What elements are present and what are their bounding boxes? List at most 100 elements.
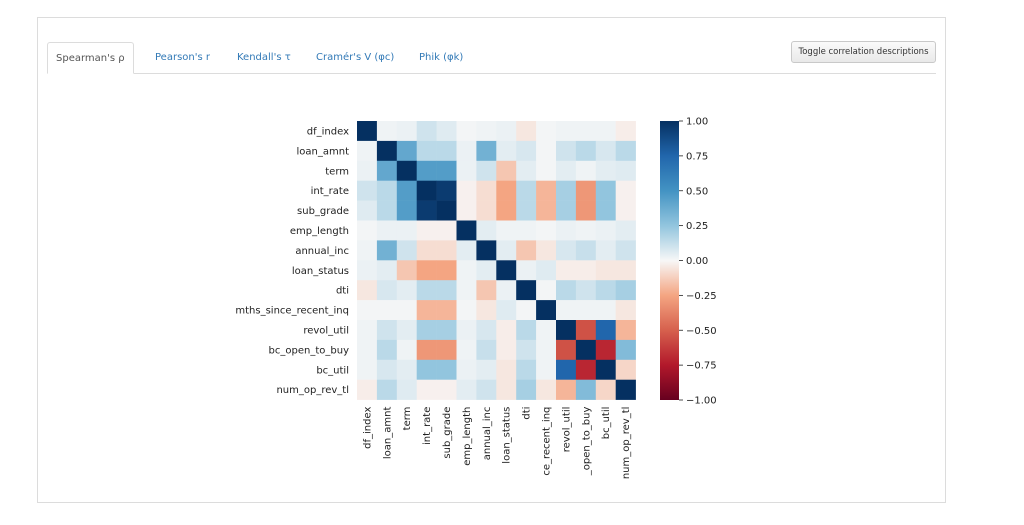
heatmap-cell <box>615 160 636 181</box>
heatmap-cell <box>615 220 636 241</box>
heatmap-cell <box>416 320 437 341</box>
heatmap-cell <box>357 260 378 281</box>
heatmap-cell <box>615 300 636 321</box>
heatmap-cell <box>536 300 557 321</box>
heatmap-cell <box>536 200 557 221</box>
heatmap-cell <box>456 300 477 321</box>
correlation-tabs: Spearman's ρ Pearson's r Kendall's τ Cra… <box>47 42 936 74</box>
tab-cramers-v[interactable]: Cramér's V (φc) <box>316 52 395 63</box>
colorbar <box>660 121 679 400</box>
heatmap-cell <box>536 280 557 301</box>
heatmap-cell <box>476 280 497 301</box>
heatmap-cell <box>556 200 577 221</box>
heatmap-cell <box>615 240 636 261</box>
heatmap-cell <box>416 160 437 181</box>
heatmap-cell <box>376 300 398 321</box>
heatmap-cell <box>536 121 557 142</box>
heatmap-cell <box>396 379 417 400</box>
colorbar-ticks: 1.00 0.75 0.50 0.25 0.00 −0.25 −0.50 −0.75 −1.00 <box>679 117 717 407</box>
heatmap-cell <box>396 280 417 301</box>
colorbar-tick-label: 0.75 <box>686 151 708 162</box>
heatmap-cell <box>595 260 616 281</box>
heatmap-cell <box>615 121 636 142</box>
heatmap-cell <box>496 359 517 380</box>
heatmap-cell <box>357 121 378 142</box>
heatmap-cell <box>516 339 537 361</box>
heatmap-cell <box>516 180 537 201</box>
heatmap-cell <box>575 260 597 281</box>
colorbar-tick-label: −0.25 <box>686 291 717 302</box>
tab-kendall[interactable]: Kendall's τ <box>237 52 291 63</box>
heatmap-cell <box>496 200 517 221</box>
heatmap-cell <box>516 379 537 400</box>
heatmap-cell <box>436 339 457 361</box>
heatmap-cell <box>516 359 537 380</box>
heatmap-cell <box>396 140 417 162</box>
heatmap-cell <box>456 280 477 301</box>
y-tick-label: loan_status <box>292 266 349 277</box>
heatmap-cell <box>476 240 497 261</box>
heatmap-cell <box>456 379 477 400</box>
heatmap-cell <box>496 320 517 341</box>
heatmap-cell <box>595 300 616 321</box>
heatmap-cell <box>476 339 497 361</box>
heatmap-cell <box>357 200 378 221</box>
heatmap-cell <box>476 160 497 181</box>
y-tick-label: dti <box>336 286 349 297</box>
heatmap-cell <box>556 220 577 241</box>
x-tick-label: int_rate <box>422 407 433 445</box>
y-tick-label: annual_inc <box>295 246 349 257</box>
x-tick-label: loan_amnt <box>382 407 393 460</box>
x-tick-label: sub_grade <box>442 407 453 459</box>
tab-spearman[interactable]: Spearman's ρ <box>47 42 134 74</box>
heatmap-cell <box>575 240 597 261</box>
heatmap-cell <box>436 260 457 281</box>
heatmap-cell <box>615 200 636 221</box>
heatmap-cell <box>516 220 537 241</box>
heatmap-cell <box>496 339 517 361</box>
heatmap-cell <box>536 379 557 400</box>
heatmap-cell <box>595 180 616 201</box>
heatmap-cell <box>456 121 477 142</box>
heatmap-cell <box>556 180 577 201</box>
heatmap-cell <box>536 320 557 341</box>
heatmap-cell <box>536 140 557 162</box>
heatmap-cell <box>516 280 537 301</box>
heatmap-cell <box>436 240 457 261</box>
heatmap-cell <box>575 121 597 142</box>
tab-phik[interactable]: Phik (φk) <box>419 52 464 63</box>
toggle-correlation-descriptions-button[interactable]: Toggle correlation descriptions <box>791 41 936 63</box>
heatmap-cell <box>436 180 457 201</box>
heatmap-cell <box>575 180 597 201</box>
colorbar-tick-label: 0.50 <box>686 186 708 197</box>
heatmap-cell <box>556 160 577 181</box>
heatmap-cell <box>496 140 517 162</box>
heatmap-cell <box>396 220 417 241</box>
y-tick-label: num_op_rev_tl <box>276 385 349 396</box>
heatmap-cell <box>556 379 577 400</box>
heatmap-cell <box>476 200 497 221</box>
heatmap-cell <box>496 180 517 201</box>
heatmap-cell <box>456 260 477 281</box>
heatmap-cell <box>595 240 616 261</box>
heatmap-cell <box>416 200 437 221</box>
heatmap-cell <box>615 260 636 281</box>
x-tick-label: dti <box>522 407 533 420</box>
heatmap-cell <box>376 379 398 400</box>
heatmap-cell <box>396 320 417 341</box>
heatmap-cell <box>357 339 378 361</box>
heatmap-cell <box>357 220 378 241</box>
heatmap-cell <box>396 180 417 201</box>
heatmap-cell <box>556 260 577 281</box>
heatmap-cell <box>416 339 437 361</box>
heatmap-cell <box>575 359 597 380</box>
heatmap-cell <box>416 240 437 261</box>
heatmap-cell <box>595 359 616 380</box>
heatmap-cell <box>476 121 497 142</box>
y-tick-label: bc_open_to_buy <box>269 345 350 356</box>
heatmap-cell <box>615 320 636 341</box>
tab-pearson[interactable]: Pearson's r <box>155 52 210 63</box>
heatmap-cell <box>416 300 437 321</box>
